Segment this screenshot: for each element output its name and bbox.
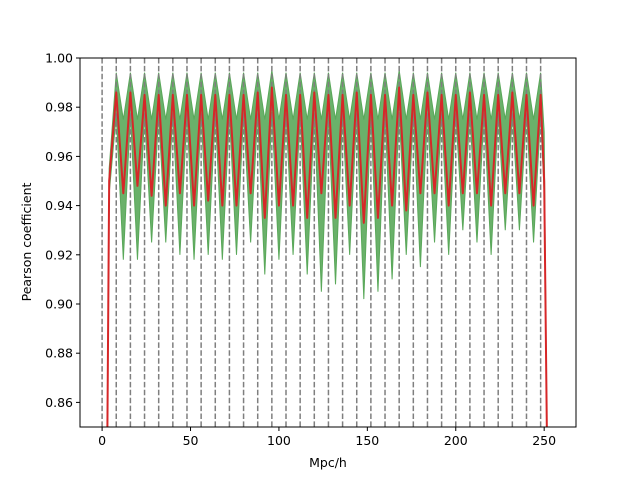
x-tick-label: 100 [267, 433, 291, 448]
x-tick-label: 0 [98, 433, 106, 448]
y-tick-label: 0.92 [45, 247, 73, 262]
x-tick-label: 150 [355, 433, 379, 448]
y-tick-label: 0.86 [45, 395, 73, 410]
y-tick-label: 1.00 [45, 51, 73, 66]
y-tick-label: 0.98 [45, 100, 73, 115]
x-tick-label: 250 [532, 433, 556, 448]
y-tick-label: 0.90 [45, 297, 73, 312]
line [106, 86, 548, 427]
axes-frame [79, 57, 577, 428]
plot-area [101, 58, 548, 427]
x-tick-label: 50 [183, 433, 199, 448]
x-tick-label: 200 [444, 433, 468, 448]
y-tick-label: 0.88 [45, 346, 73, 361]
x-axis-label: Mpc/h [309, 455, 347, 470]
y-tick-label: 0.96 [45, 149, 73, 164]
y-axis-label: Pearson coefficient [19, 183, 34, 302]
y-tick-label: 0.94 [45, 198, 73, 213]
